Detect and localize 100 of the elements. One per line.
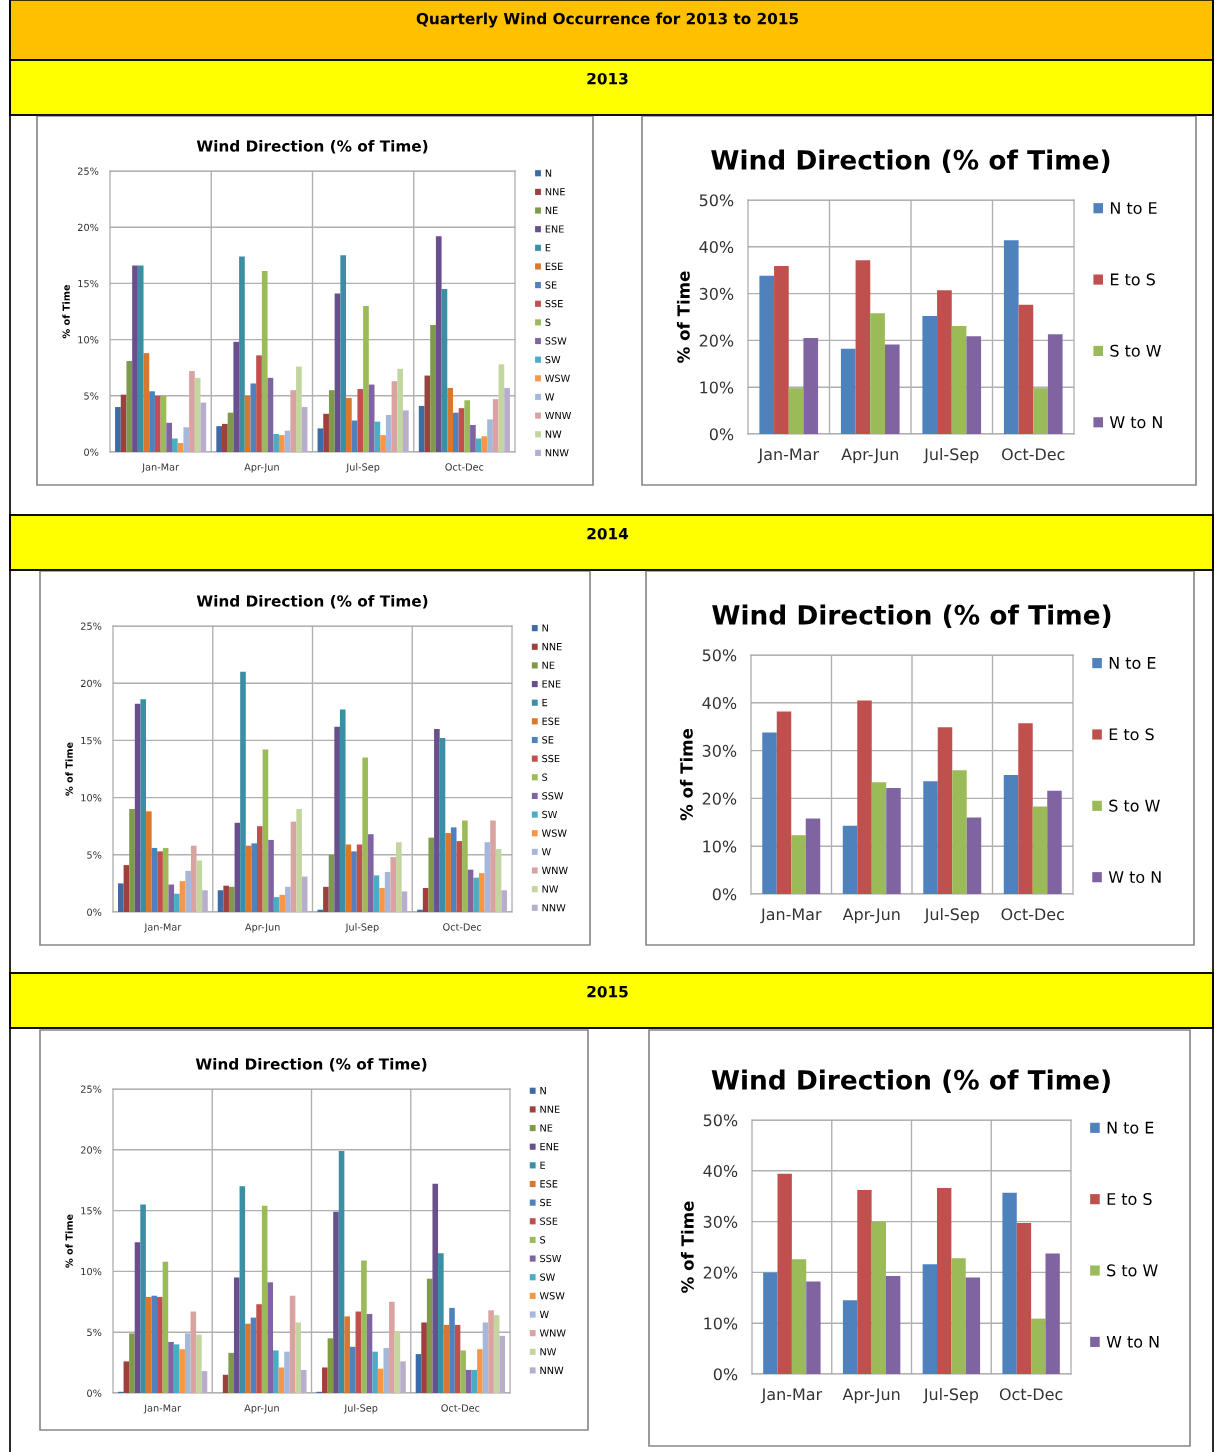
bar bbox=[334, 726, 340, 912]
bar bbox=[217, 890, 224, 912]
bar bbox=[759, 275, 775, 434]
chart-title: Wind Direction (% of Time) bbox=[711, 149, 1110, 173]
legend-label: NNW bbox=[540, 1366, 564, 1374]
bar bbox=[788, 388, 804, 434]
bar bbox=[1045, 1253, 1060, 1374]
bar bbox=[871, 1221, 886, 1374]
bar bbox=[239, 256, 245, 452]
bar bbox=[189, 371, 195, 452]
bar bbox=[840, 348, 856, 434]
bar bbox=[477, 1349, 483, 1393]
legend-label: W to N bbox=[1109, 416, 1162, 429]
bar bbox=[922, 1264, 938, 1374]
y-tick-label: 0% bbox=[713, 1368, 738, 1381]
bar bbox=[256, 1304, 262, 1393]
legend-label: E to S bbox=[1107, 1192, 1152, 1206]
bar bbox=[450, 827, 457, 912]
bar bbox=[417, 909, 423, 912]
bar bbox=[273, 434, 279, 452]
bar bbox=[228, 886, 235, 912]
bar bbox=[1002, 1192, 1017, 1374]
y-tick-label: 20% bbox=[699, 334, 734, 347]
bar bbox=[317, 909, 324, 912]
legend-label: S to W bbox=[1110, 344, 1161, 357]
y-tick-label: 30% bbox=[702, 744, 737, 757]
chart-title: Wind Direction (% of Time) bbox=[196, 594, 428, 609]
chart-title: Wind Direction (% of Time) bbox=[196, 139, 428, 154]
y-tick-label: 20% bbox=[80, 1146, 102, 1154]
legend-label: SSW bbox=[542, 792, 564, 800]
bar bbox=[922, 316, 938, 434]
x-tick-label: Jul-Sep bbox=[345, 463, 380, 473]
text: 2013 bbox=[587, 72, 628, 85]
bar bbox=[278, 435, 285, 452]
bar bbox=[488, 1310, 494, 1393]
x-tick-label: Jan-Mar bbox=[143, 923, 182, 933]
bar bbox=[493, 1315, 500, 1393]
bar bbox=[172, 438, 178, 452]
y-tick-label: 0% bbox=[709, 428, 734, 441]
bar bbox=[346, 398, 352, 452]
legend-label: ENE bbox=[540, 1143, 559, 1151]
bar bbox=[340, 255, 347, 452]
y-tick-label: 0% bbox=[87, 1389, 102, 1397]
legend-label: NNE bbox=[542, 643, 562, 651]
bar bbox=[396, 842, 402, 912]
bar bbox=[279, 894, 286, 912]
legend-label: S to W bbox=[1109, 799, 1160, 812]
x-tick-label: Jan-Mar bbox=[760, 1388, 823, 1404]
y-axis-title: % of Time bbox=[676, 271, 690, 363]
bar bbox=[435, 236, 442, 452]
bar bbox=[173, 1344, 180, 1393]
bar bbox=[339, 709, 346, 912]
bar bbox=[328, 390, 335, 452]
bar bbox=[154, 395, 161, 452]
bar bbox=[168, 884, 175, 912]
bar bbox=[803, 338, 819, 434]
legend-label: SE bbox=[540, 1198, 552, 1207]
legend-label: W bbox=[539, 1310, 549, 1318]
bar bbox=[239, 1186, 246, 1393]
bar bbox=[290, 390, 297, 452]
y-tick-label: 40% bbox=[702, 697, 737, 710]
legend-label: E bbox=[542, 699, 548, 707]
bar bbox=[317, 428, 324, 452]
bar bbox=[805, 818, 821, 894]
bar bbox=[871, 782, 887, 894]
bar bbox=[855, 260, 871, 434]
y-tick-label: 25% bbox=[80, 622, 102, 630]
bar bbox=[183, 427, 190, 452]
bar bbox=[1047, 334, 1063, 434]
bar bbox=[937, 1188, 952, 1374]
bar bbox=[418, 405, 425, 452]
x-tick-label: Jan-Mar bbox=[757, 448, 820, 464]
bar bbox=[146, 811, 152, 912]
y-tick-label: 10% bbox=[78, 336, 99, 344]
bar bbox=[366, 1313, 373, 1393]
y-tick-label: 50% bbox=[702, 649, 737, 662]
legend-label: NNE bbox=[545, 188, 565, 196]
bar bbox=[460, 1350, 466, 1393]
x-tick-label: Jul-Sep bbox=[345, 923, 379, 933]
bar bbox=[157, 851, 163, 912]
legend-label: SE bbox=[542, 736, 554, 744]
bar bbox=[233, 1277, 240, 1393]
bar bbox=[428, 837, 435, 912]
legend-label: E bbox=[545, 244, 551, 252]
bar bbox=[492, 399, 499, 452]
bar bbox=[115, 407, 121, 452]
bar bbox=[257, 826, 263, 912]
bar bbox=[951, 1258, 966, 1374]
legend-label: ESE bbox=[540, 1180, 558, 1188]
y-tick-label: 5% bbox=[87, 851, 102, 859]
x-tick-label: Apr-Jun bbox=[842, 908, 900, 924]
bar bbox=[245, 1323, 251, 1393]
bar bbox=[762, 732, 777, 894]
y-tick-label: 15% bbox=[78, 279, 99, 288]
bar bbox=[487, 419, 493, 452]
bar bbox=[267, 1282, 274, 1393]
legend-label: NNW bbox=[542, 904, 566, 912]
legend-label: SSE bbox=[540, 1217, 558, 1225]
legend-label: N to E bbox=[1110, 202, 1157, 215]
bar bbox=[1003, 240, 1019, 434]
